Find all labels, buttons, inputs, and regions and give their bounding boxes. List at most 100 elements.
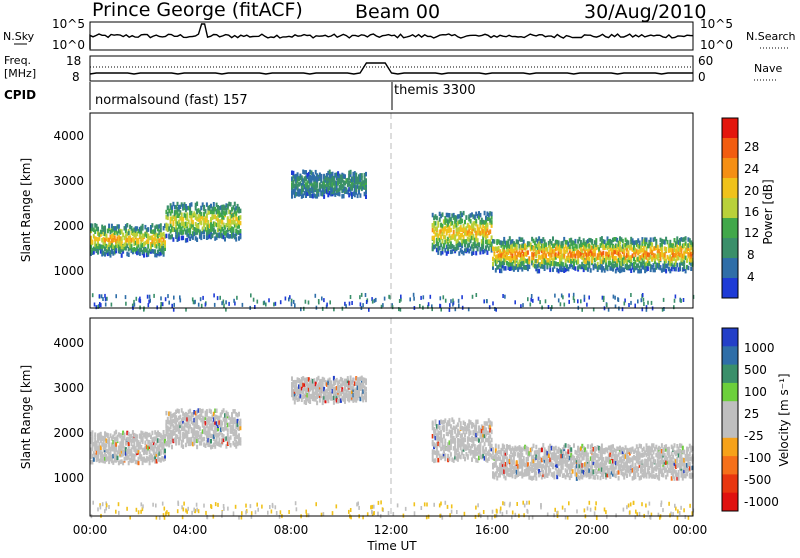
velocity-cell xyxy=(350,376,352,381)
power-cell xyxy=(147,244,149,249)
power-cell xyxy=(291,194,293,199)
power-cell xyxy=(602,251,604,256)
velocity-cell xyxy=(533,444,535,449)
power-clutter-cell xyxy=(192,297,194,301)
power-clutter-cell xyxy=(530,298,532,302)
velocity-cell xyxy=(133,441,135,446)
power-cell xyxy=(676,263,678,268)
power-cell xyxy=(451,221,453,226)
power-colorbar-swatch xyxy=(722,258,738,279)
velocity-cell xyxy=(587,453,589,458)
power-clutter-cell xyxy=(577,299,579,303)
power-clutter-cell xyxy=(148,300,150,304)
power-cbar-tick-4: 4 xyxy=(747,270,755,284)
nsky-tick-top: 10^5 xyxy=(52,17,85,31)
power-clutter-cell xyxy=(531,294,533,298)
power-cell xyxy=(121,253,123,257)
power-cell xyxy=(552,236,554,241)
power-clutter-cell xyxy=(560,302,562,306)
velocity-cell xyxy=(347,376,349,381)
velocity-cell xyxy=(506,451,508,456)
power-cell xyxy=(464,220,466,225)
power-cell xyxy=(203,235,205,240)
power-cell xyxy=(475,219,477,224)
velocity-cell xyxy=(239,437,241,442)
power-cbar-tick-12: 12 xyxy=(744,226,759,240)
power-cell xyxy=(239,235,241,240)
power-cell xyxy=(574,266,576,271)
nsky-trace xyxy=(90,24,693,49)
power-cell xyxy=(475,251,477,256)
power-clutter-cell xyxy=(634,304,636,308)
power-clutter-cell xyxy=(440,296,442,300)
velocity-cell xyxy=(552,463,554,468)
beam-title: Beam 00 xyxy=(355,1,440,23)
power-colorbar-swatch xyxy=(722,138,738,159)
power-cell xyxy=(640,269,642,274)
power-clutter-cell xyxy=(375,298,377,302)
power-clutter-cell xyxy=(213,293,215,297)
power-clutter-cell xyxy=(96,305,98,309)
power-clutter-cell xyxy=(476,293,478,297)
velocity-cell xyxy=(221,421,223,426)
power-cell xyxy=(198,224,200,229)
velocity-cell xyxy=(446,426,448,431)
velocity-cell xyxy=(541,448,543,453)
power-cell xyxy=(665,247,667,252)
velocity-cell xyxy=(210,409,212,414)
velocity-cell xyxy=(572,469,574,474)
power-cell xyxy=(482,241,484,246)
power-clutter-cell xyxy=(236,296,238,300)
power-clutter-cell xyxy=(101,294,103,298)
power-clutter-cell xyxy=(275,302,277,306)
power-cell xyxy=(655,239,657,244)
velocity-cell xyxy=(365,387,367,392)
power-cell xyxy=(491,212,493,217)
power-cell xyxy=(437,250,439,255)
power-clutter-cell xyxy=(92,293,94,297)
power-colorbar-swatch xyxy=(722,278,738,299)
power-cell xyxy=(239,221,241,226)
power-panel: 1000 2000 3000 4000 Slant Range [km] 28 … xyxy=(19,113,775,312)
power-cell xyxy=(437,242,439,247)
power-clutter-cell xyxy=(674,299,676,303)
power-cell xyxy=(558,240,560,245)
power-cell xyxy=(365,186,367,191)
velocity-cell xyxy=(365,380,367,385)
power-cell xyxy=(622,239,624,244)
power-clutter-cell xyxy=(568,300,570,304)
velocity-cell xyxy=(460,421,462,426)
power-clutter-cell xyxy=(492,301,494,305)
power-clutter-cell xyxy=(413,293,415,297)
nsky-panel: N.Sky 10^5 10^0 10^5 10^0 N.Search xyxy=(3,17,796,52)
power-cell xyxy=(355,173,357,178)
power-cell xyxy=(191,202,193,207)
power-clutter-cell xyxy=(428,302,430,306)
power-clutter-cell xyxy=(360,302,362,306)
velocity-cell xyxy=(151,431,153,436)
power-clutter-cell xyxy=(450,299,452,303)
power-cell xyxy=(239,209,241,214)
power-cell xyxy=(203,205,205,210)
power-clutter-cell xyxy=(221,301,223,305)
freq-frame xyxy=(90,56,693,81)
power-clutter-cell xyxy=(409,297,411,301)
power-cell xyxy=(160,223,162,228)
velocity-cell xyxy=(527,447,529,452)
station-title: Prince George (fitACF) xyxy=(92,0,303,21)
velocity-cell xyxy=(453,420,455,425)
power-clutter-cell xyxy=(202,296,204,300)
power-clutter-cell xyxy=(647,301,649,305)
power-clutter-cell xyxy=(160,305,162,309)
velocity-cell xyxy=(91,435,93,440)
velocity-cell xyxy=(440,430,442,435)
power-cell xyxy=(478,243,480,248)
power-cell xyxy=(675,267,677,272)
power-cell xyxy=(442,212,444,217)
power-cell xyxy=(646,238,648,243)
power-clutter-cell xyxy=(214,303,216,307)
velocity-cell xyxy=(239,441,241,446)
velocity-cell xyxy=(344,399,346,404)
velocity-cell xyxy=(477,420,479,425)
